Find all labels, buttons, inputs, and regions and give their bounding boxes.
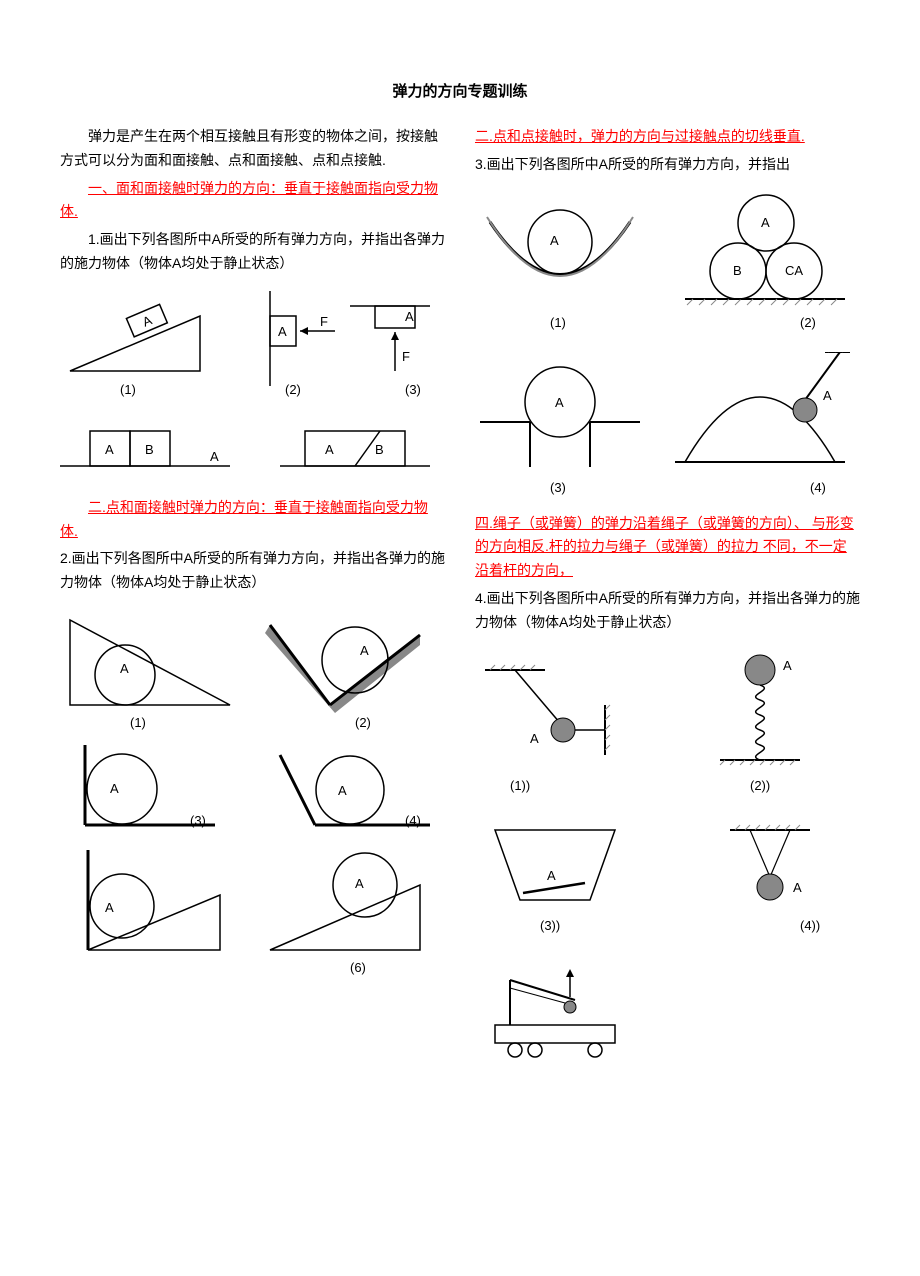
label-p2: (2) xyxy=(285,382,301,397)
label-p1: (1) xyxy=(120,382,136,397)
q2-fig6: A (6) xyxy=(270,853,420,975)
label-A: A xyxy=(405,309,414,324)
label-p2: (2) xyxy=(800,315,816,330)
label-B: B xyxy=(733,263,742,278)
q2-prompt: 2.画出下列各图所中A所受的所有弹力方向，并指出各弹力的施力物体（物体A均处于静… xyxy=(60,547,445,595)
label-A: A xyxy=(550,233,559,248)
label-p1b: (1)) xyxy=(510,778,530,793)
q4-row1: A (1)) xyxy=(475,645,860,805)
label-A: A xyxy=(278,324,287,339)
q3-prompt: 3.画出下列各图所中A所受的所有弹力方向，并指出 xyxy=(475,153,860,177)
q3-fig4: A (4) xyxy=(675,352,850,495)
label-A: A xyxy=(120,661,129,676)
section2-heading: 二.点和面接触时弹力的方向：垂直于接触面指向受力物体. xyxy=(60,499,428,539)
label-p2b: (2)) xyxy=(750,778,770,793)
q3-row1: A (1) xyxy=(475,187,860,342)
q4-row2: A (3)) xyxy=(475,815,860,945)
label-p4b: (4)) xyxy=(800,918,820,933)
q2-fig1: A (1) xyxy=(70,620,230,730)
label-p3: (3) xyxy=(550,480,566,495)
q1-figures-row1: A (1) A F (2) xyxy=(60,286,440,406)
q4-figures-row1: A (1)) xyxy=(475,645,855,805)
label-p6: (6) xyxy=(350,960,366,975)
q2-fig5: A xyxy=(88,850,220,950)
page-title: 弹力的方向专题训练 xyxy=(60,80,860,101)
q4-fig5-cart xyxy=(475,955,675,1065)
q1-fig4: A B A xyxy=(60,431,230,466)
label-B: B xyxy=(375,442,384,457)
q3-figures-row2: A (3) A xyxy=(475,352,855,502)
q4-fig5 xyxy=(495,969,615,1057)
left-column: 弹力是产生在两个相互接触且有形变的物体之间，按接触方式可以分为面和面接触、点和面… xyxy=(60,121,445,1075)
label-p2: (2) xyxy=(355,715,371,730)
q3-figures-row1: A (1) xyxy=(475,187,855,342)
q2-figures-row3: A A (6) xyxy=(60,850,440,980)
right-column: 二.点和点接触时，弹力的方向与过接触点的切线垂直. 3.画出下列各图所中A所受的… xyxy=(475,121,860,1075)
label-p1: (1) xyxy=(130,715,146,730)
q2-fig2: A (2) xyxy=(265,625,420,730)
q2-fig4: A (4) xyxy=(280,755,430,828)
q1-fig2: A F (2) xyxy=(270,291,335,397)
q2-figures-row1: A (1) A (2) xyxy=(60,605,440,735)
label-p3: (3) xyxy=(190,813,206,828)
q4-fig3: A (3)) xyxy=(495,830,615,933)
label-A: A xyxy=(793,880,802,895)
q2-figures-row2: A (3) A (4) xyxy=(60,745,440,840)
page: 弹力的方向专题训练 弹力是产生在两个相互接触且有形变的物体之间，按接触方式可以分… xyxy=(0,0,920,1115)
q4-fig2: A (2)) xyxy=(720,655,800,793)
q1-fig1: A (1) xyxy=(70,304,200,397)
q1-prompt: 1.画出下列各图所中A所受的所有弹力方向，并指出各弹力的施力物体（物体A均处于静… xyxy=(60,228,445,276)
q4-fig1: A (1)) xyxy=(485,665,610,793)
q2-row1: A (1) A (2) xyxy=(60,605,445,735)
label-A: A xyxy=(783,658,792,673)
q4-prompt: 4.画出下列各图所中A所受的所有弹力方向，并指出各弹力的施力物体（物体A均处于静… xyxy=(475,587,860,635)
label-F: F xyxy=(320,314,328,329)
section4-heading: 四.绳子（或弹簧）的弹力沿着绳子（或弹簧的方向）、 与形变的方向相反.杆的拉力与… xyxy=(475,515,854,579)
q4-figures-row2: A (3)) xyxy=(475,815,855,945)
label-A: A xyxy=(140,312,154,329)
q3-fig2: A B CA (2) xyxy=(685,195,845,330)
q2-row2: A (3) A (4) xyxy=(60,745,445,840)
label-A: A xyxy=(325,442,334,457)
label-A: A xyxy=(823,388,832,403)
label-p4: (4) xyxy=(405,813,421,828)
q1-figures-row2: A B A A B xyxy=(60,416,440,486)
label-A-side: A xyxy=(210,449,219,464)
label-A: A xyxy=(105,900,114,915)
two-column-layout: 弹力是产生在两个相互接触且有形变的物体之间，按接触方式可以分为面和面接触、点和面… xyxy=(60,121,860,1075)
label-A: A xyxy=(555,395,564,410)
label-A: A xyxy=(761,215,770,230)
label-A: A xyxy=(360,643,369,658)
label-p4: (4) xyxy=(810,480,826,495)
label-p3b: (3)) xyxy=(540,918,560,933)
section3-heading: 二.点和点接触时，弹力的方向与过接触点的切线垂直. xyxy=(475,128,805,144)
q2-row3: A A (6) xyxy=(60,850,445,980)
label-A: A xyxy=(355,876,364,891)
q3-row2: A (3) A xyxy=(475,352,860,502)
section1-heading: 一、面和面接触时弹力的方向：垂直于接触面指向受力物体. xyxy=(60,180,438,220)
label-A: A xyxy=(547,868,556,883)
label-F: F xyxy=(402,349,410,364)
q4-row3 xyxy=(475,955,860,1065)
q1-fig3: A F (3) xyxy=(350,306,430,397)
label-p1: (1) xyxy=(550,315,566,330)
q2-fig3: A (3) xyxy=(85,745,215,828)
q1-row2: A B A A B xyxy=(60,416,445,486)
label-p3: (3) xyxy=(405,382,421,397)
q1-fig5: A B xyxy=(280,431,430,466)
label-CA: CA xyxy=(785,263,803,278)
label-A: A xyxy=(110,781,119,796)
q4-fig4: A (4)) xyxy=(730,825,820,933)
label-A: A xyxy=(105,442,114,457)
label-A: A xyxy=(530,731,539,746)
intro-paragraph: 弹力是产生在两个相互接触且有形变的物体之间，按接触方式可以分为面和面接触、点和面… xyxy=(60,125,445,173)
label-B: B xyxy=(145,442,154,457)
q1-row1: A (1) A F (2) xyxy=(60,286,445,406)
label-A: A xyxy=(338,783,347,798)
q3-fig3: A (3) xyxy=(480,367,640,495)
q3-fig1: A (1) xyxy=(487,210,633,330)
